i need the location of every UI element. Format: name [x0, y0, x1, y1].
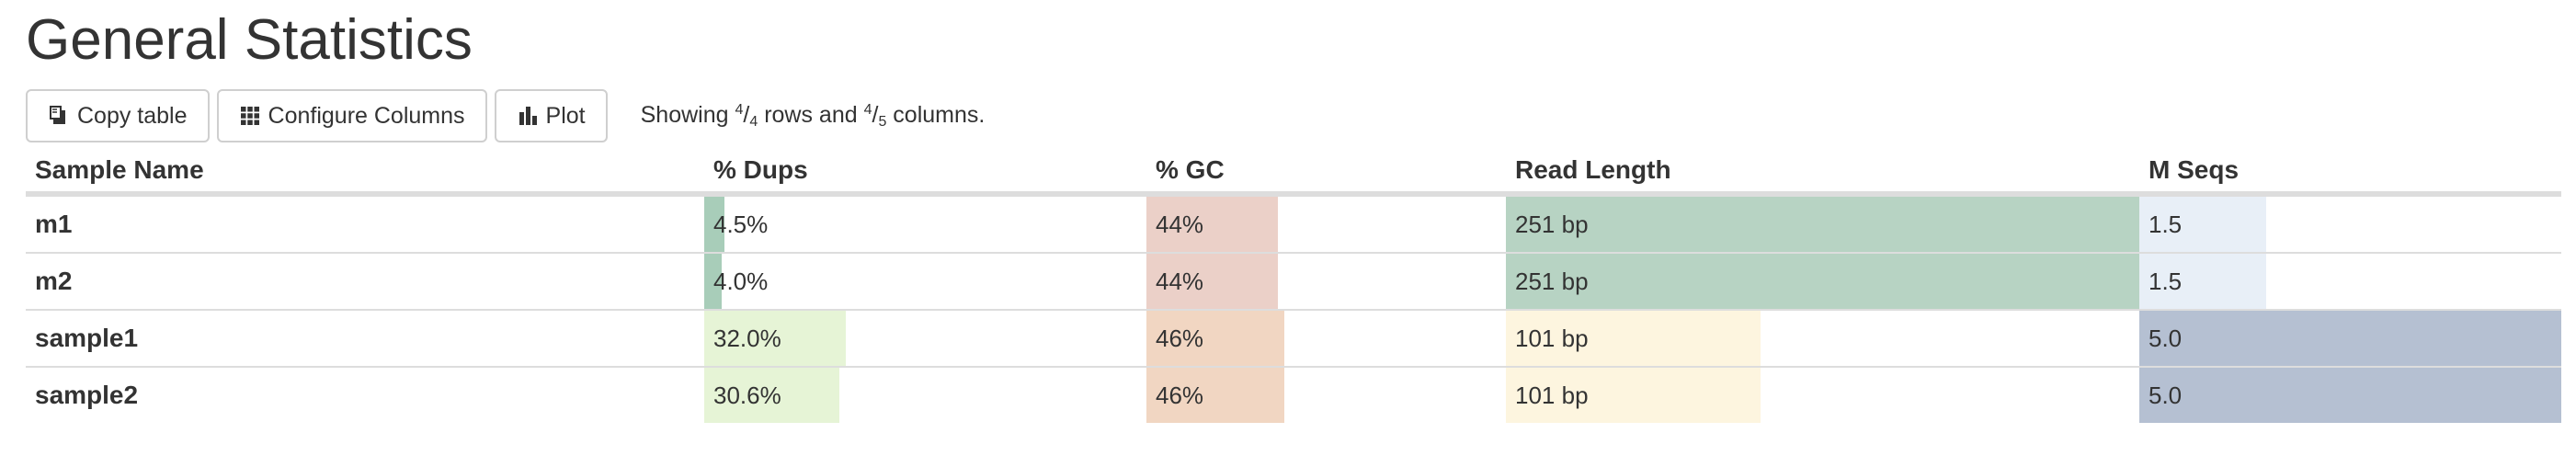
- gc-cell: 44%: [1146, 252, 1506, 310]
- showing-suffix: columns.: [886, 101, 986, 128]
- dups-cell: 32.0%: [704, 309, 1146, 367]
- dups-cell: 4.5%: [704, 193, 1146, 253]
- copy-icon: [50, 106, 65, 124]
- cols-shown: 4: [863, 101, 872, 118]
- read-length-bar: [1506, 368, 1761, 423]
- showing-status: Showing 4/4 rows and 4/5 columns.: [640, 101, 986, 130]
- sample-name-cell: sample2: [26, 366, 704, 423]
- column-header-gc[interactable]: % GC: [1146, 149, 1506, 197]
- showing-middle: rows and: [758, 101, 864, 128]
- gc-cell: 44%: [1146, 193, 1506, 253]
- dups-bar: [704, 311, 846, 366]
- read-length-bar: [1506, 311, 1761, 366]
- showing-prefix: Showing: [640, 101, 735, 128]
- read-length-value: 101 bp: [1515, 324, 1589, 352]
- dups-value: 30.6%: [713, 381, 781, 409]
- rows-total: 4: [749, 113, 758, 130]
- column-header-m-seqs[interactable]: M Seqs: [2139, 149, 2561, 197]
- table-toolbar: Copy table Configure Columns Plo: [26, 88, 985, 143]
- dups-bar: [704, 254, 723, 309]
- m-seqs-cell: 1.5: [2139, 252, 2561, 310]
- m-seqs-bar: [2139, 197, 2266, 252]
- m-seqs-value: 5.0: [2149, 324, 2183, 352]
- grid-icon: [240, 107, 259, 125]
- gc-bar: [1146, 368, 1284, 423]
- copy-table-label: Copy table: [77, 102, 188, 129]
- dups-cell: 4.0%: [704, 252, 1146, 310]
- plot-label: Plot: [545, 102, 586, 129]
- page-title: General Statistics: [26, 8, 473, 72]
- column-header-read-length[interactable]: Read Length: [1506, 149, 2139, 197]
- m-seqs-value: 1.5: [2149, 210, 2183, 238]
- gc-value: 44%: [1156, 210, 1204, 238]
- read-length-value: 101 bp: [1515, 381, 1589, 409]
- m-seqs-cell: 5.0: [2139, 366, 2561, 423]
- sample-name-cell: m2: [26, 252, 704, 310]
- configure-columns-button[interactable]: Configure Columns: [216, 89, 487, 142]
- rows-shown: 4: [735, 101, 744, 118]
- column-header-sample-name[interactable]: Sample Name: [26, 149, 704, 197]
- table-row: sample2 30.6% 46% 101 bp 5.0: [26, 366, 2561, 423]
- read-length-cell: 251 bp: [1506, 252, 2139, 310]
- bar-chart-icon: [519, 107, 537, 125]
- dups-bar: [704, 368, 840, 423]
- gc-bar: [1146, 311, 1284, 366]
- dups-value: 4.0%: [713, 267, 769, 295]
- gc-value: 44%: [1156, 267, 1204, 295]
- dups-bar: [704, 197, 724, 252]
- table-row: m1 4.5% 44% 251 bp 1.5: [26, 193, 2561, 253]
- configure-columns-label: Configure Columns: [268, 102, 465, 129]
- m-seqs-value: 1.5: [2149, 267, 2183, 295]
- column-header-dups[interactable]: % Dups: [704, 149, 1146, 197]
- plot-button[interactable]: Plot: [494, 89, 608, 142]
- table-header-row: Sample Name % Dups % GC Read Length M Se…: [26, 149, 2561, 197]
- read-length-cell: 101 bp: [1506, 309, 2139, 367]
- gc-bar: [1146, 254, 1279, 309]
- m-seqs-cell: 1.5: [2139, 193, 2561, 253]
- gc-value: 46%: [1156, 324, 1204, 352]
- dups-value: 4.5%: [713, 210, 769, 238]
- general-stats-table: Sample Name % Dups % GC Read Length M Se…: [26, 149, 2561, 423]
- sample-name-cell: sample1: [26, 309, 704, 367]
- dups-value: 32.0%: [713, 324, 781, 352]
- copy-table-button[interactable]: Copy table: [26, 89, 210, 142]
- m-seqs-bar: [2139, 254, 2266, 309]
- gc-value: 46%: [1156, 381, 1204, 409]
- read-length-bar: [1506, 254, 2139, 309]
- table-row: m2 4.0% 44% 251 bp 1.5: [26, 252, 2561, 310]
- read-length-value: 251 bp: [1515, 267, 1589, 295]
- cols-total: 5: [878, 113, 887, 130]
- gc-bar: [1146, 197, 1279, 252]
- m-seqs-value: 5.0: [2149, 381, 2183, 409]
- read-length-bar: [1506, 197, 2139, 252]
- read-length-cell: 101 bp: [1506, 366, 2139, 423]
- table-row: sample1 32.0% 46% 101 bp 5.0: [26, 309, 2561, 367]
- m-seqs-bar: [2139, 311, 2561, 366]
- m-seqs-cell: 5.0: [2139, 309, 2561, 367]
- m-seqs-bar: [2139, 368, 2561, 423]
- gc-cell: 46%: [1146, 309, 1506, 367]
- dups-cell: 30.6%: [704, 366, 1146, 423]
- gc-cell: 46%: [1146, 366, 1506, 423]
- sample-name-cell: m1: [26, 193, 704, 253]
- read-length-value: 251 bp: [1515, 210, 1589, 238]
- read-length-cell: 251 bp: [1506, 193, 2139, 253]
